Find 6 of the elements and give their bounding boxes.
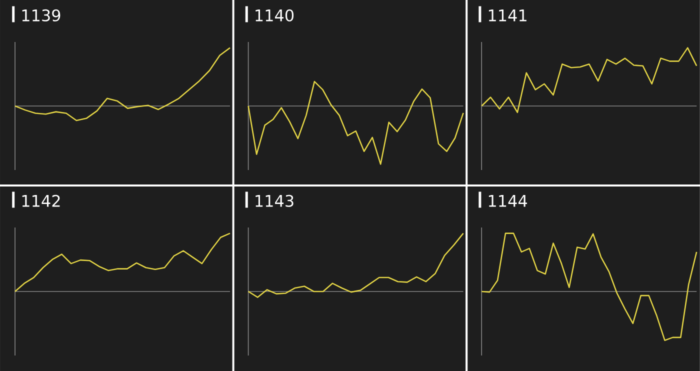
chart-title: 1141 [488, 10, 526, 22]
chart-title: 1140 [256, 9, 294, 22]
chart-title: 1142 [22, 194, 60, 207]
chart-title: 1139 [22, 9, 60, 22]
chart-title: 1143 [256, 194, 294, 207]
chart-title: 1144 [488, 195, 527, 207]
